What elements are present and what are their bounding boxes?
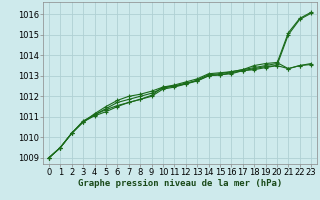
X-axis label: Graphe pression niveau de la mer (hPa): Graphe pression niveau de la mer (hPa)	[78, 179, 282, 188]
